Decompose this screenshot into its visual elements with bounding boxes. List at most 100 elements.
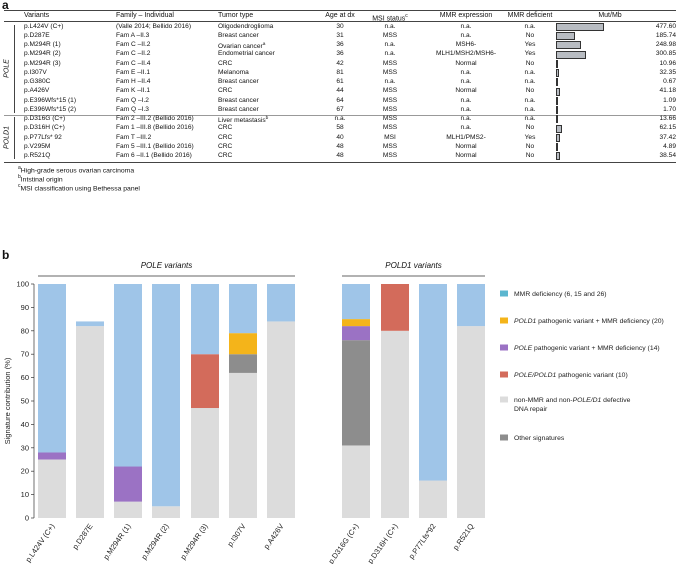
legend-swatch-polemmr [500,344,508,351]
y-tick-label: 40 [21,420,29,429]
row-mmr-deficient: No [525,87,535,95]
y-tick-label: 50 [21,397,29,406]
bar-segment-nonmmr [76,326,104,518]
x-tick-label: p.A426V [262,522,286,551]
bar-segment-nonmmr [152,506,180,518]
legend-swatch-pathmmr [500,317,508,324]
row-family: Fam H –II.4 [116,78,151,85]
row-mut-mb: 1.09 [663,96,676,104]
y-tick-label: 100 [16,280,29,289]
header-mmr-deficient: MMR deficient [507,12,553,19]
legend-label-nonmmr-line2: DNA repair [514,406,548,413]
row-mut-bar [556,152,560,161]
y-axis-title: Signature contribution (%) [3,357,12,444]
row-age: 81 [336,68,344,76]
row-tumor-sup: a [262,42,266,47]
row-mut-mb: 1.70 [663,105,676,113]
row-msi-status: MSI [384,133,396,141]
bar-segment-path [191,354,219,409]
row-variant: p.R521Q [24,152,51,159]
x-tick-label: p.D316G (C+) [326,522,361,564]
header-mut-mb: Mut/Mb [598,12,622,19]
row-family: Fam 5 –III.1 (Bellido 2016) [116,142,194,150]
row-mut-mb: 10.96 [659,59,676,67]
row-family: Fam C –II.4 [116,59,151,67]
row-variant: p.D316G (C+) [24,115,66,122]
panel-b-label: b [2,248,10,262]
row-age: 48 [336,152,344,159]
row-mmr-deficient: No [525,124,535,132]
row-mmr-expression: n.a. [460,22,472,30]
bar-segment-other [342,340,370,446]
row-mmr-deficient: n.a. [524,96,536,104]
row-family: Fam 2 –III.2 (Bellido 2016) [116,115,194,122]
row-msi-status: n.a. [384,22,396,30]
row-mmr-deficient: n.a. [524,78,536,85]
row-mut-bar [556,41,581,50]
legend-text-part: pathogenic variant (10) [556,372,627,379]
signature-contribution-chart: 0 10 20 30 40 50 60 70 80 90 100 Signature contribu… [3,261,664,564]
row-variant: p.M294R (1) [24,41,61,48]
y-tick-label: 70 [21,350,29,359]
row-mmr-deficient: No [525,59,535,67]
row-tumor-type: CRC [218,152,233,159]
row-variant: p.P77Lfs* 92 [24,133,62,141]
legend-label-polemmr: POLE pathogenic variant + MMR deficiency… [514,345,660,352]
row-msi-status: MSS [382,105,398,113]
row-variant: p.M294R (3) [24,59,61,67]
row-variant: p.A426V [24,87,50,95]
row-family: Fam A –II.3 [116,31,150,39]
row-mmr-deficient: Yes [524,50,536,58]
row-tumor-type: CRC [218,124,233,132]
legend-text-part: POLE/POLD1 [514,372,557,379]
panel-a-label: a [2,0,9,12]
row-family: Fam E –II.1 [116,68,151,76]
legend-text-part: POLE/D1 [573,397,602,404]
bar-segment-path [381,284,409,331]
row-mmr-expression: n.a. [460,78,472,85]
row-family: Fam 6 –II.1 (Bellido 2016) [116,152,192,159]
row-mut-mb: 62.15 [659,124,676,132]
row-variant: p.D316H (C+) [24,124,65,132]
x-tick-label: p.M294R (3) [178,522,210,562]
row-tumor-type: Breast cancer [218,78,259,85]
bar-segment-polemmr [342,326,370,341]
bar-segment-nonmmr [419,480,447,518]
table-header-rule [4,21,676,22]
bar-segment-mmr [419,284,447,481]
row-mut-mb: 0.67 [663,78,676,85]
row-mmr-expression: Normal [455,87,477,95]
row-tumor-type: Oligodendroglioma [218,22,274,30]
row-mut-mb: 477.60 [655,22,676,30]
row-tumor-type: Breast cancer [218,31,259,39]
row-mut-mb: 13.66 [659,115,676,122]
legend-text-part: POLD1 [514,318,537,325]
row-mmr-expression: MLH1/PMS2- [446,133,486,141]
row-age: 58 [336,124,344,132]
row-mut-bar [556,143,558,152]
bar-segment-nonmmr [342,445,370,518]
row-family: Fam T –III.2 [116,133,152,141]
x-tick-label: p.I307V [225,522,247,548]
bar-segment-nonmmr [114,501,142,518]
row-mmr-expression: n.a. [460,31,472,39]
legend-label-other: Other signatures [514,435,565,442]
legend-swatch-path [500,371,508,378]
row-mmr-deficient: No [525,31,535,39]
x-tick-label: p.R521Q [451,522,476,552]
row-tumor-type: CRC [218,133,233,141]
row-mmr-expression: n.a. [460,105,472,113]
row-mut-mb: 38.54 [659,152,676,159]
row-tumor-type: Breast cancer [218,105,259,113]
row-variant: p.E396Wfs*15 (1) [24,96,77,104]
row-mut-bar [556,32,575,41]
header-msi-status: MSI statusc [372,13,408,23]
row-tumor-type: Breast cancer [218,96,259,104]
bar-segment-mmr [229,284,257,334]
row-family: Fam C –II.2 [116,41,151,48]
legend-label-nonmmr: non-MMR and non-POLE/D1 defective [514,397,631,404]
footnote-text: Intstinal origin [20,176,63,184]
row-msi-status: n.a. [384,50,396,58]
footnote-text: High-grade serous ovarian carcinoma [20,167,135,175]
row-mmr-deficient: n.a. [524,68,536,76]
